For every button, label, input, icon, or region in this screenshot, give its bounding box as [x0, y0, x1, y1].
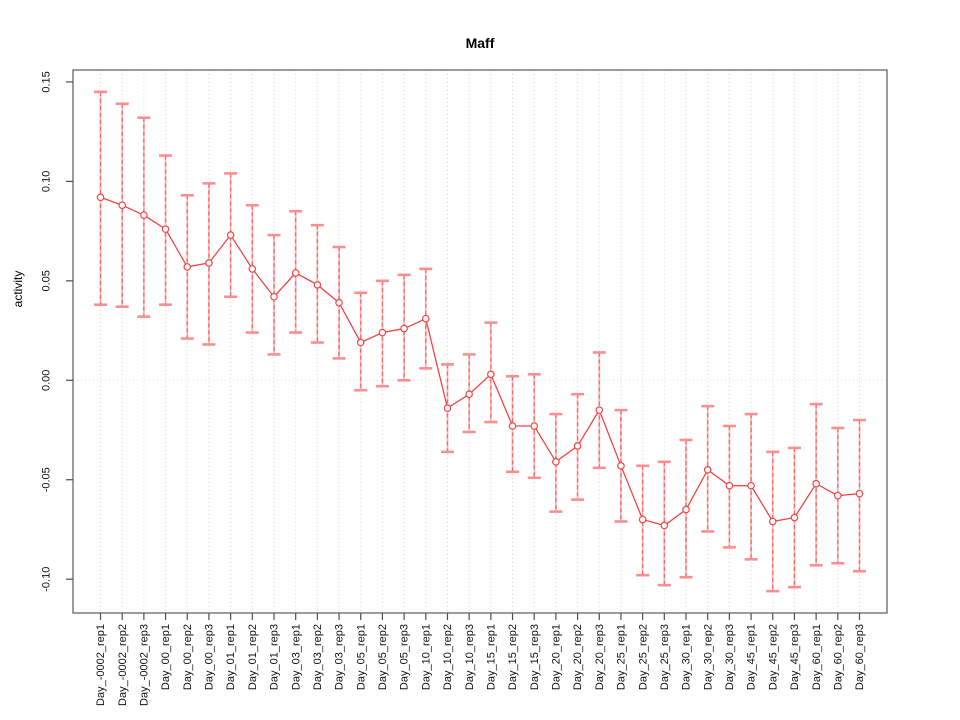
data-point — [161, 225, 170, 233]
data-point — [118, 201, 126, 210]
y-axis-label: activity — [11, 271, 25, 308]
x-tick-label: Day_03_rep2 — [312, 624, 324, 690]
data-point — [270, 292, 278, 301]
data-point — [400, 324, 408, 333]
x-tick-label: Day_25_rep2 — [637, 624, 649, 690]
data-point — [573, 442, 582, 450]
x-tick-label: Day_10_rep1 — [420, 624, 432, 690]
data-point — [335, 298, 343, 307]
x-tick-label: Day_15_rep2 — [507, 624, 519, 690]
x-tick-label: Day_20_rep1 — [551, 624, 563, 690]
y-tick-label: 0.05 — [41, 270, 53, 291]
x-tick-label: Day_60_rep1 — [811, 624, 823, 690]
x-tick-label: Day_25_rep3 — [659, 624, 671, 690]
y-tick-label: 0.10 — [41, 171, 53, 192]
axes-layer: 0.15 0.10 0.05 0.00 -0.05 -0.10 Day_-0002_rep1… — [41, 69, 888, 706]
data-point — [812, 479, 820, 488]
x-tick-label: Day_15_rep3 — [529, 624, 541, 690]
series-line — [100, 196, 860, 527]
y-tick-label: -0.05 — [41, 467, 53, 492]
data-point — [140, 211, 148, 219]
x-tick-label: Day_01_rep3 — [269, 624, 281, 690]
data-point — [205, 259, 213, 267]
x-tick-label: Day_10_rep2 — [442, 624, 454, 690]
x-tick-label: Day_01_rep1 — [225, 624, 237, 690]
data-point — [96, 193, 105, 202]
data-point — [834, 491, 842, 500]
x-tick-label: Day_03_rep3 — [334, 624, 346, 690]
data-point — [790, 513, 799, 522]
x-tick-label: Day_30_rep1 — [681, 624, 693, 690]
data-point — [638, 515, 647, 524]
data-point — [443, 404, 452, 412]
data-point — [855, 489, 864, 498]
y-tick-label: -0.10 — [41, 567, 53, 592]
x-tick-label: Day_01_rep2 — [247, 624, 259, 690]
x-tick-label: Day_05_rep1 — [355, 624, 367, 690]
x-tick-label: Day_45_rep2 — [767, 624, 779, 690]
data-point — [552, 458, 560, 466]
data-point — [768, 517, 777, 526]
x-tick-label: Day_20_rep3 — [594, 624, 606, 690]
x-tick-label: Day_30_rep2 — [702, 624, 714, 690]
gridlines-layer — [73, 70, 887, 613]
x-tick-label: Day_-0002_rep1 — [95, 624, 107, 706]
x-tick-label: Day_45_rep3 — [789, 624, 801, 690]
data-point — [313, 281, 322, 289]
data-point — [703, 465, 712, 474]
data-point — [725, 481, 734, 490]
data-point — [682, 505, 690, 514]
data-point — [487, 370, 495, 379]
x-tick-label: Day_60_rep2 — [832, 624, 844, 690]
plot-box — [72, 69, 888, 614]
x-tick-label: Day_25_rep1 — [616, 624, 628, 690]
y-tick-label: 0.15 — [41, 71, 53, 92]
y-tick-label: 0.00 — [41, 370, 53, 391]
x-tick-label: Day_60_rep3 — [854, 624, 866, 690]
data-point — [183, 263, 192, 271]
series-layer — [96, 193, 864, 530]
data-point — [356, 338, 365, 347]
x-tick-label: Day_00_rep1 — [160, 624, 172, 690]
x-tick-label: Day_05_rep3 — [399, 624, 411, 690]
error-bars-layer — [94, 90, 866, 593]
data-point — [747, 481, 755, 490]
x-tick-label: Day_20_rep2 — [572, 624, 584, 690]
chart-title: Maff — [466, 35, 495, 51]
data-point — [660, 521, 669, 530]
x-tick-label: Day_45_rep1 — [746, 624, 758, 690]
data-point — [617, 462, 625, 470]
x-tick-label: Day_00_rep2 — [182, 624, 194, 690]
data-point — [508, 422, 517, 430]
x-tick-label: Day_15_rep1 — [485, 624, 497, 690]
data-point — [421, 314, 430, 323]
data-point — [226, 231, 235, 239]
data-point — [465, 390, 473, 399]
x-tick-label: Day_00_rep3 — [204, 624, 216, 690]
data-point — [595, 406, 604, 414]
data-point — [530, 422, 539, 430]
x-tick-label: Day_10_rep3 — [464, 624, 476, 690]
data-point — [248, 265, 257, 273]
x-tick-label: Day_-0002_rep2 — [117, 624, 129, 706]
x-tick-label: Day_30_rep3 — [724, 624, 736, 690]
data-point — [378, 328, 387, 337]
x-tick-label: Day_03_rep1 — [290, 624, 302, 690]
x-tick-label: Day_05_rep2 — [377, 624, 389, 690]
data-point — [291, 269, 300, 277]
x-tick-label: Day_-0002_rep3 — [139, 624, 151, 706]
